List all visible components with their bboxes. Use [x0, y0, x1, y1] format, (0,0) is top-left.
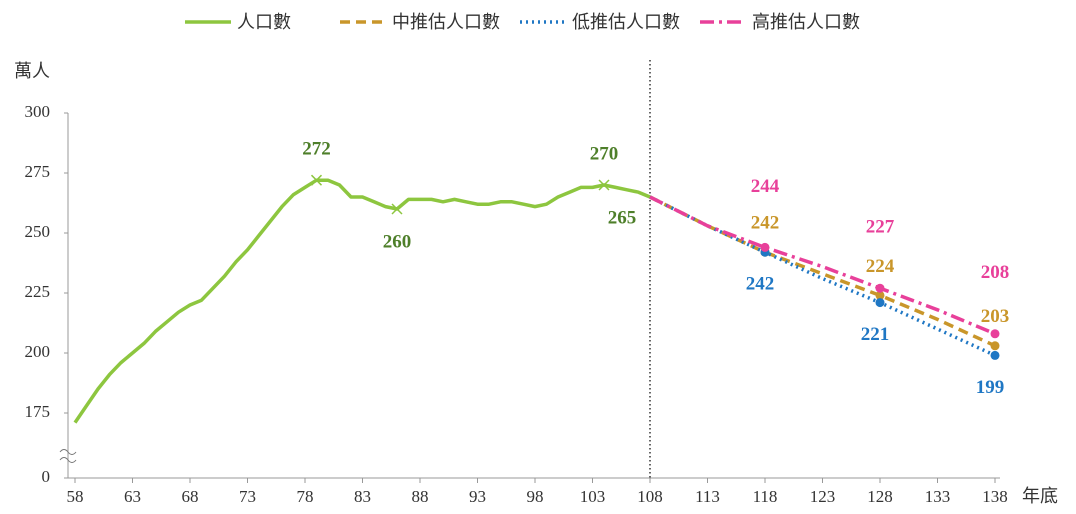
- point-marker: [760, 242, 770, 252]
- data-label: 270: [590, 143, 619, 164]
- x-tick-label: 78: [297, 487, 314, 506]
- x-tick-label: 88: [412, 487, 429, 506]
- series-line: [649, 195, 996, 357]
- point-marker: [875, 298, 885, 308]
- x-tick-label: 83: [354, 487, 371, 506]
- legend-label: 人口數: [237, 12, 291, 33]
- x-tick-label: 98: [527, 487, 544, 506]
- point-marker: [990, 350, 1000, 360]
- x-tick-label: 113: [695, 487, 720, 506]
- point-marker: [598, 179, 610, 191]
- data-label: 203: [981, 306, 1010, 327]
- data-label: 260: [383, 231, 412, 252]
- data-label: 242: [746, 274, 775, 295]
- x-tick-label: 93: [469, 487, 486, 506]
- data-label: 265: [608, 207, 637, 228]
- x-tick-label: 133: [925, 487, 951, 506]
- data-label: 221: [861, 324, 890, 345]
- x-tick-label: 128: [867, 487, 893, 506]
- data-label: 244: [751, 176, 780, 197]
- y-tick-label: 225: [25, 282, 51, 301]
- y-tick-label: 175: [25, 402, 51, 421]
- x-tick-label: 73: [239, 487, 256, 506]
- data-label: 227: [866, 217, 895, 238]
- data-label: 224: [866, 256, 895, 277]
- y-tick-label: 0: [42, 467, 51, 486]
- x-axis-label: 年底: [1022, 486, 1058, 507]
- x-tick-label: 103: [580, 487, 606, 506]
- axis-break: [59, 449, 77, 463]
- data-label: 272: [302, 139, 331, 160]
- x-tick-label: 63: [124, 487, 141, 506]
- series-line: [649, 195, 996, 348]
- x-tick-label: 108: [637, 487, 663, 506]
- point-marker: [391, 203, 403, 215]
- y-tick-label: 250: [25, 222, 51, 241]
- data-label: 199: [976, 377, 1005, 398]
- point-marker: [875, 283, 885, 293]
- x-tick-label: 138: [982, 487, 1008, 506]
- point-marker: [990, 329, 1000, 339]
- legend-label: 低推估人口數: [572, 12, 680, 33]
- series-line: [649, 195, 996, 336]
- legend-label: 中推估人口數: [392, 12, 500, 33]
- series-line: [73, 178, 651, 424]
- x-tick-label: 118: [753, 487, 778, 506]
- y-tick-label: 300: [25, 102, 51, 121]
- y-tick-label: 275: [25, 162, 51, 181]
- legend-label: 高推估人口數: [752, 12, 860, 33]
- x-tick-label: 68: [182, 487, 199, 506]
- x-tick-label: 58: [67, 487, 84, 506]
- point-marker: [990, 341, 1000, 351]
- x-tick-label: 123: [810, 487, 836, 506]
- y-tick-label: 200: [25, 342, 51, 361]
- data-label: 242: [751, 213, 780, 234]
- point-marker: [310, 174, 323, 186]
- point-marker: [875, 290, 885, 300]
- data-label: 208: [981, 262, 1010, 283]
- y-axis-label: 萬人: [14, 61, 50, 82]
